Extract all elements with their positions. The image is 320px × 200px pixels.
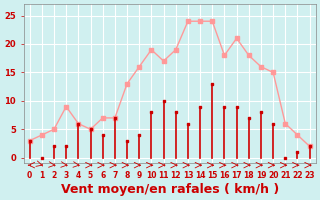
X-axis label: Vent moyen/en rafales ( km/h ): Vent moyen/en rafales ( km/h ): [60, 183, 279, 196]
